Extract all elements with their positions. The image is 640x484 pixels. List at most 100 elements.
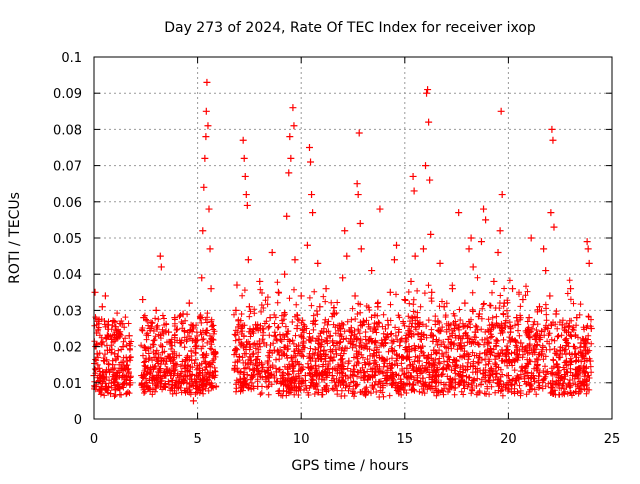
data-point	[361, 361, 369, 369]
data-point	[521, 364, 529, 372]
data-point	[189, 397, 197, 405]
data-point	[496, 227, 504, 235]
data-point	[504, 372, 512, 380]
data-point	[538, 350, 546, 358]
data-point	[459, 372, 467, 380]
data-point	[413, 314, 421, 322]
data-point	[268, 248, 276, 256]
data-point	[569, 372, 577, 380]
data-point	[403, 364, 411, 372]
data-point	[497, 107, 505, 115]
data-point	[146, 325, 154, 332]
data-point	[488, 321, 496, 329]
data-point	[307, 158, 315, 166]
data-point	[260, 339, 268, 347]
data-point	[380, 357, 388, 365]
data-point	[148, 375, 156, 383]
data-point	[157, 263, 165, 271]
y-tick-labels: 0 0.01 0.02 0.03 0.04 0.05 0.06 0.07 0.08 0.09 0.1	[53, 51, 82, 428]
data-point	[432, 372, 440, 380]
data-point	[169, 350, 177, 358]
y-tick-label: 0.03	[53, 304, 82, 319]
data-point	[386, 288, 394, 296]
data-point	[328, 372, 336, 380]
data-point	[494, 248, 502, 256]
data-point	[295, 361, 303, 369]
data-point	[141, 382, 149, 390]
data-point	[287, 154, 295, 162]
data-point	[531, 335, 539, 343]
data-point	[548, 125, 556, 133]
data-point	[409, 172, 417, 180]
data-point	[552, 310, 560, 318]
data-point	[378, 339, 386, 347]
data-point	[500, 299, 508, 307]
data-point	[347, 339, 355, 347]
data-point	[517, 339, 525, 347]
x-tick-label: 10	[293, 432, 310, 447]
data-point	[125, 332, 133, 340]
data-point	[471, 328, 479, 336]
x-tick-label: 5	[193, 432, 201, 447]
data-point	[436, 259, 444, 267]
data-point	[305, 144, 313, 151]
data-point	[96, 386, 104, 394]
data-point	[113, 328, 121, 336]
data-point	[175, 379, 183, 387]
data-point	[502, 346, 510, 354]
data-point	[523, 346, 531, 354]
data-point	[150, 353, 158, 361]
data-point	[354, 191, 362, 199]
data-point	[95, 364, 103, 372]
data-point	[100, 357, 108, 365]
data-point	[202, 107, 210, 115]
data-point	[366, 335, 374, 343]
data-point	[310, 317, 318, 325]
data-point	[231, 364, 239, 372]
data-point	[426, 176, 434, 184]
data-point	[94, 317, 102, 325]
data-point	[183, 353, 191, 361]
data-point	[482, 216, 490, 224]
y-tick-label: 0.08	[53, 123, 82, 138]
data-point	[417, 335, 425, 343]
data-point	[349, 372, 357, 380]
data-point	[241, 172, 249, 180]
data-point	[484, 339, 492, 347]
data-point	[544, 325, 552, 332]
data-point	[291, 256, 299, 264]
y-tick-label: 0.04	[53, 268, 82, 283]
data-point	[467, 234, 475, 242]
data-point	[198, 274, 206, 282]
data-point	[204, 122, 212, 130]
data-point	[461, 299, 469, 307]
data-point	[585, 259, 593, 267]
data-point	[463, 350, 471, 358]
data-point	[286, 133, 294, 141]
data-point	[427, 230, 435, 238]
data-point	[163, 357, 171, 365]
data-point	[511, 357, 519, 365]
data-point	[252, 321, 260, 329]
data-point	[415, 357, 423, 365]
data-point	[368, 267, 376, 275]
data-point	[332, 350, 340, 358]
data-point	[457, 339, 465, 347]
data-point	[299, 339, 307, 347]
data-point	[160, 382, 168, 390]
data-point	[393, 241, 401, 249]
data-point	[117, 364, 125, 372]
data-point	[264, 357, 272, 365]
data-point	[312, 357, 320, 365]
y-tick-label: 0	[74, 413, 82, 428]
data-point	[401, 296, 409, 304]
data-point	[519, 296, 527, 304]
data-point	[281, 270, 289, 278]
data-point	[177, 339, 185, 347]
data-point	[448, 285, 456, 293]
data-point	[529, 372, 537, 380]
data-point	[301, 372, 309, 380]
data-point	[407, 277, 415, 285]
x-tick-label: 0	[90, 432, 98, 447]
data-point	[158, 343, 166, 351]
